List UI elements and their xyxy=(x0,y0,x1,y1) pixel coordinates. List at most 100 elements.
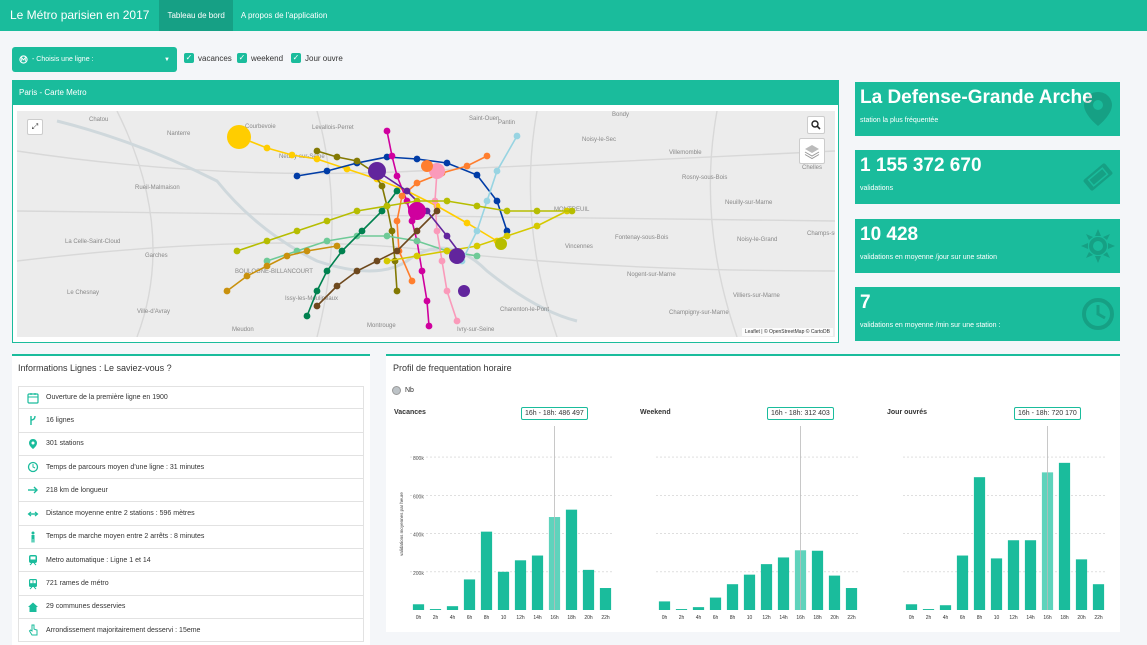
metro-station[interactable] xyxy=(433,227,441,235)
metro-station[interactable] xyxy=(383,127,391,135)
metro-station[interactable] xyxy=(303,312,311,320)
major-station[interactable] xyxy=(449,248,465,264)
metro-station[interactable] xyxy=(408,277,416,285)
metro-station[interactable] xyxy=(333,282,341,290)
bar[interactable] xyxy=(828,575,841,610)
metro-station[interactable] xyxy=(283,252,291,260)
metro-station[interactable] xyxy=(393,172,401,180)
metro-station[interactable] xyxy=(443,247,451,255)
bar[interactable] xyxy=(1007,540,1020,610)
fullscreen-button[interactable]: ⤢ xyxy=(27,119,43,135)
metro-station[interactable] xyxy=(383,257,391,265)
bar[interactable] xyxy=(777,557,790,610)
bar[interactable] xyxy=(582,569,595,610)
bar[interactable] xyxy=(811,550,824,610)
metro-station[interactable] xyxy=(443,197,451,205)
metro-station[interactable] xyxy=(333,153,341,161)
metro-station[interactable] xyxy=(353,267,361,275)
metro-station[interactable] xyxy=(393,287,401,295)
tab-tableau-de-bord[interactable]: Tableau de bord xyxy=(159,0,233,31)
metro-station[interactable] xyxy=(493,197,501,205)
bar[interactable] xyxy=(412,604,425,610)
metro-station[interactable] xyxy=(388,152,396,160)
metro-station[interactable] xyxy=(313,302,321,310)
metro-station[interactable] xyxy=(393,187,401,195)
bar[interactable] xyxy=(1058,462,1071,610)
metro-station[interactable] xyxy=(383,202,391,210)
bar[interactable] xyxy=(1075,559,1088,610)
metro-station[interactable] xyxy=(503,232,511,240)
metro-map[interactable]: Chatou Courbevoie Levallois-Perret Saint-Ou… xyxy=(17,111,835,337)
metro-line[interactable] xyxy=(434,170,458,322)
checkbox-jour-ouvre[interactable]: ✓ Jour ouvre xyxy=(291,52,343,64)
metro-station[interactable] xyxy=(293,227,301,235)
metro-station[interactable] xyxy=(403,187,411,195)
metro-station[interactable] xyxy=(353,207,361,215)
metro-station[interactable] xyxy=(413,237,421,245)
metro-station[interactable] xyxy=(343,165,351,173)
bar[interactable] xyxy=(990,558,1003,610)
metro-station[interactable] xyxy=(425,322,433,330)
bar[interactable] xyxy=(480,531,493,610)
metro-station[interactable] xyxy=(383,232,391,240)
metro-station[interactable] xyxy=(398,192,406,200)
metro-station[interactable] xyxy=(423,297,431,305)
metro-station[interactable] xyxy=(568,207,576,215)
bar[interactable] xyxy=(446,606,459,610)
bar[interactable] xyxy=(497,571,510,610)
metro-station[interactable] xyxy=(473,171,481,179)
metro-station[interactable] xyxy=(513,132,521,140)
metro-station[interactable] xyxy=(263,144,271,152)
metro-station[interactable] xyxy=(373,257,381,265)
metro-station[interactable] xyxy=(413,179,421,187)
bar[interactable] xyxy=(973,477,986,610)
metro-station[interactable] xyxy=(473,242,481,250)
metro-station[interactable] xyxy=(323,237,331,245)
metro-station[interactable] xyxy=(223,287,231,295)
metro-station[interactable] xyxy=(378,207,386,215)
bar[interactable] xyxy=(463,579,476,610)
metro-station[interactable] xyxy=(503,227,511,235)
metro-station[interactable] xyxy=(333,242,341,250)
bar[interactable] xyxy=(939,605,952,610)
metro-station[interactable] xyxy=(313,147,321,155)
metro-station[interactable] xyxy=(418,267,426,275)
bar[interactable] xyxy=(675,609,688,610)
metro-line[interactable] xyxy=(226,245,338,292)
major-station[interactable] xyxy=(408,202,426,220)
metro-station[interactable] xyxy=(413,252,421,260)
major-station[interactable] xyxy=(458,285,470,297)
bar[interactable] xyxy=(1092,584,1105,610)
tab-a-propos[interactable]: A propos de l'application xyxy=(240,11,328,20)
metro-station[interactable] xyxy=(323,267,331,275)
bar[interactable] xyxy=(531,555,544,610)
bar[interactable] xyxy=(922,609,935,610)
major-station[interactable] xyxy=(429,163,445,179)
metro-station[interactable] xyxy=(393,217,401,225)
metro-station[interactable] xyxy=(443,232,451,240)
line-select[interactable]: - Choisis une ligne : ▼ xyxy=(12,47,177,72)
metro-station[interactable] xyxy=(433,207,441,215)
checkbox-vacances[interactable]: ✓ vacances xyxy=(184,52,232,64)
metro-line[interactable] xyxy=(238,136,498,242)
metro-station[interactable] xyxy=(463,219,471,227)
metro-station[interactable] xyxy=(263,237,271,245)
metro-station[interactable] xyxy=(443,159,451,167)
major-station[interactable] xyxy=(421,160,433,172)
metro-station[interactable] xyxy=(303,247,311,255)
metro-station[interactable] xyxy=(533,222,541,230)
layers-button[interactable] xyxy=(799,138,825,164)
metro-station[interactable] xyxy=(378,182,386,190)
chart-legend[interactable]: Nb xyxy=(392,386,414,395)
bar[interactable] xyxy=(692,607,705,610)
bar[interactable] xyxy=(514,560,527,610)
metro-station[interactable] xyxy=(233,247,241,255)
metro-station[interactable] xyxy=(473,227,481,235)
metro-station[interactable] xyxy=(473,202,481,210)
metro-station[interactable] xyxy=(263,257,271,265)
metro-station[interactable] xyxy=(293,172,301,180)
metro-station[interactable] xyxy=(473,252,481,260)
metro-station[interactable] xyxy=(483,152,491,160)
metro-station[interactable] xyxy=(323,217,331,225)
metro-station[interactable] xyxy=(533,207,541,215)
